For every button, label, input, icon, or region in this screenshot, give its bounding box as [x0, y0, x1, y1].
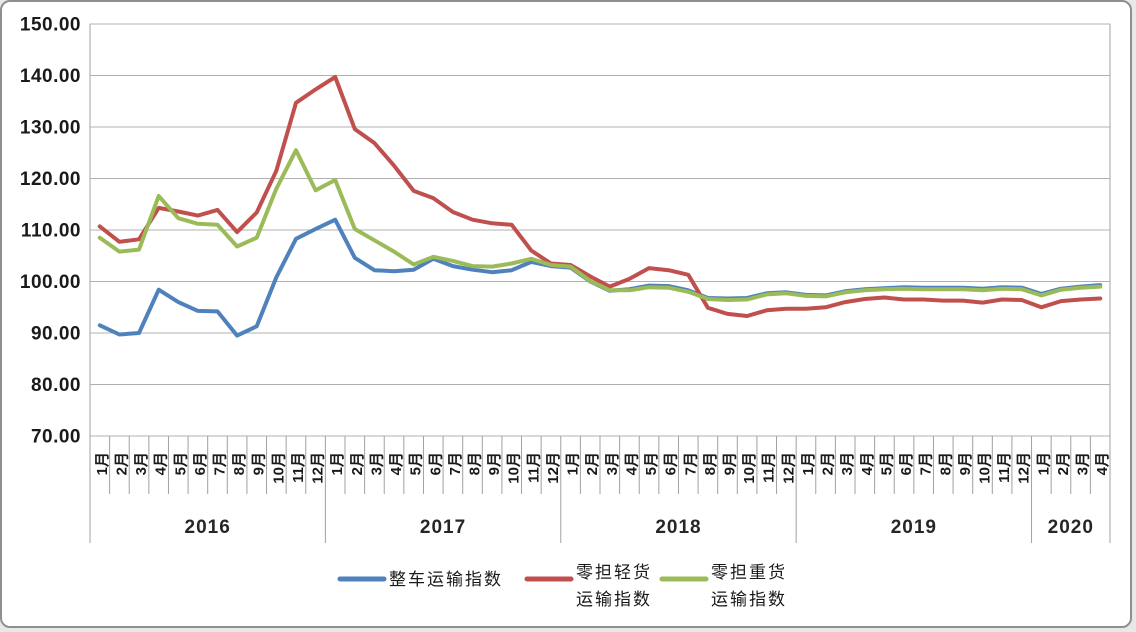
x-axis-month-label: 7月: [212, 452, 229, 475]
y-axis-tick-label: 90.00: [31, 324, 81, 345]
x-axis-month-label: 4月: [388, 452, 405, 475]
series-line-ltl-light-index: [97, 75, 1103, 318]
legend-label-ltl-heavy-index: 运输指数: [711, 590, 787, 609]
y-axis-tick-label: 70.00: [31, 427, 81, 448]
x-axis-month-label: 3月: [133, 452, 150, 475]
y-axis-tick-label: 120.00: [20, 169, 81, 190]
x-axis-month-label: 5月: [878, 452, 895, 475]
x-axis-month-label: 11月: [290, 452, 307, 483]
legend-label-ftl-index: 整车运输指数: [389, 570, 503, 589]
x-axis-month-label: 2月: [113, 452, 130, 475]
x-axis-month-label: 8月: [467, 452, 484, 475]
x-axis-month-label: 5月: [408, 452, 425, 475]
x-axis-month-label: 7月: [447, 452, 464, 475]
x-axis-year-label: 2020: [1048, 517, 1094, 538]
x-axis-month-label: 12月: [310, 452, 327, 484]
x-axis-month-label: 7月: [682, 452, 699, 475]
legend-label-ltl-heavy-index: 零担重货: [711, 563, 787, 582]
x-axis-month-label: 7月: [918, 452, 935, 475]
x-axis-month-label: 4月: [623, 452, 640, 475]
x-axis-month-label: 10月: [506, 452, 523, 484]
legend-label-ltl-light-index: 零担轻货: [576, 563, 652, 582]
x-axis-month-label: 9月: [251, 452, 268, 475]
x-axis-month-label: 5月: [172, 452, 189, 475]
legend-label-ltl-light-index: 运输指数: [576, 590, 652, 609]
y-axis-tick-label: 130.00: [20, 118, 81, 139]
x-axis-month-label: 2月: [349, 452, 366, 475]
x-axis-month-label: 10月: [977, 452, 994, 484]
x-axis-year-label: 2018: [655, 517, 701, 538]
x-axis-month-label: 2月: [584, 452, 601, 475]
x-axis-month-label: 6月: [427, 452, 444, 475]
x-axis-year-label: 2016: [185, 517, 231, 538]
x-axis-month-label: 4月: [153, 452, 170, 475]
x-axis-month-label: 6月: [663, 452, 680, 475]
x-axis-month-label: 1月: [1035, 452, 1052, 475]
x-axis-month-label: 12月: [780, 452, 797, 484]
x-axis-month-label: 11月: [525, 452, 542, 483]
x-axis-month-label: 6月: [898, 452, 915, 475]
x-axis-month-label: 5月: [643, 452, 660, 475]
x-axis-month-label: 2月: [820, 452, 837, 475]
x-axis-month-label: 8月: [937, 452, 954, 475]
x-axis-month-label: 4月: [859, 452, 876, 475]
y-axis-tick-label: 140.00: [20, 66, 81, 87]
y-axis-tick-label: 80.00: [31, 375, 81, 396]
x-axis-month-label: 1月: [329, 452, 346, 475]
x-axis-month-label: 9月: [957, 452, 974, 475]
x-axis-month-label: 1月: [94, 452, 111, 475]
x-axis-month-label: 2月: [1055, 452, 1072, 475]
x-axis-year-label: 2019: [891, 517, 937, 538]
x-axis-month-label: 10月: [270, 452, 287, 484]
x-axis-month-label: 3月: [839, 452, 856, 475]
x-axis-month-label: 12月: [1016, 452, 1033, 484]
x-axis-month-label: 1月: [565, 452, 582, 475]
x-axis-year-label: 2017: [420, 517, 466, 538]
x-axis-month-label: 10月: [741, 452, 758, 484]
y-axis-tick-label: 150.00: [20, 15, 81, 36]
y-axis-tick-label: 100.00: [20, 272, 81, 293]
x-axis-month-label: 9月: [486, 452, 503, 475]
x-axis-month-label: 8月: [702, 452, 719, 475]
x-axis-month-label: 3月: [604, 452, 621, 475]
x-axis-month-label: 12月: [545, 452, 562, 484]
x-axis-month-label: 11月: [996, 452, 1013, 483]
series-line-ltl-heavy-index: [97, 148, 1103, 302]
x-axis-month-label: 3月: [1075, 452, 1092, 475]
series-line-ftl-index: [97, 217, 1103, 338]
x-axis-month-label: 11月: [761, 452, 778, 483]
y-axis-tick-label: 110.00: [21, 221, 81, 242]
x-axis-month-label: 8月: [231, 452, 248, 475]
x-axis-month-label: 9月: [722, 452, 739, 475]
x-axis-month-label: 3月: [368, 452, 385, 475]
x-axis-month-label: 6月: [192, 452, 209, 475]
x-axis-month-label: 1月: [800, 452, 817, 475]
x-axis-month-label: 4月: [1094, 452, 1111, 475]
